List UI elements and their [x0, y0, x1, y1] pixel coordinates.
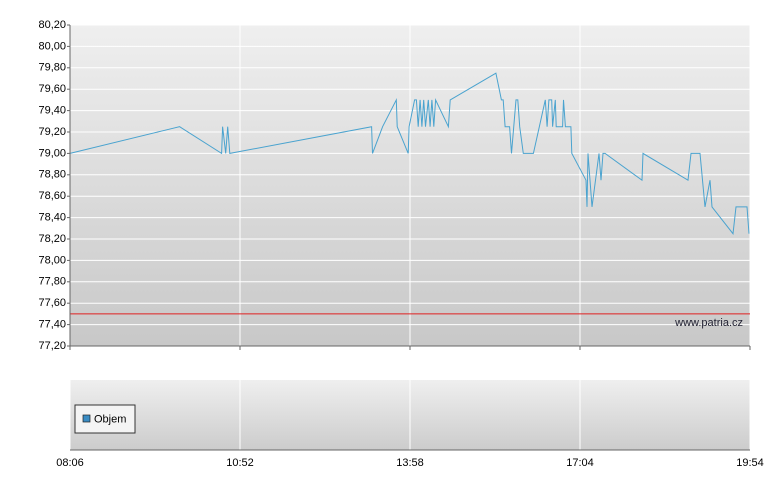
y-tick-label: 78,20: [38, 233, 66, 245]
price-line: [69, 72, 750, 235]
y-tick-label: 78,80: [38, 169, 66, 181]
y-tick-label: 80,00: [38, 40, 66, 52]
y-tick-label: 79,00: [38, 147, 66, 159]
x-tick-label: 08:06: [56, 457, 84, 469]
legend-swatch: [82, 414, 91, 423]
x-tick-label: 17:04: [566, 457, 594, 469]
legend-label: Objem: [94, 413, 126, 425]
y-tick-label: 78,00: [38, 254, 66, 266]
y-tick-label: 77,40: [38, 319, 66, 331]
x-tick-label: 10:52: [226, 457, 254, 469]
y-tick-label: 77,20: [38, 340, 66, 352]
x-tick-label: 19:54: [736, 457, 764, 469]
y-tick-label: 79,60: [38, 83, 66, 95]
y-tick-label: 77,60: [38, 297, 66, 309]
y-tick-label: 79,80: [38, 62, 66, 74]
y-tick-label: 79,20: [38, 126, 66, 138]
watermark: www.patria.cz: [674, 317, 743, 329]
y-tick-label: 80,20: [38, 19, 66, 31]
y-tick-label: 77,80: [38, 276, 66, 288]
y-tick-label: 78,60: [38, 190, 66, 202]
x-tick-label: 13:58: [396, 457, 424, 469]
y-tick-label: 78,40: [38, 212, 66, 224]
y-tick-label: 79,40: [38, 105, 66, 117]
